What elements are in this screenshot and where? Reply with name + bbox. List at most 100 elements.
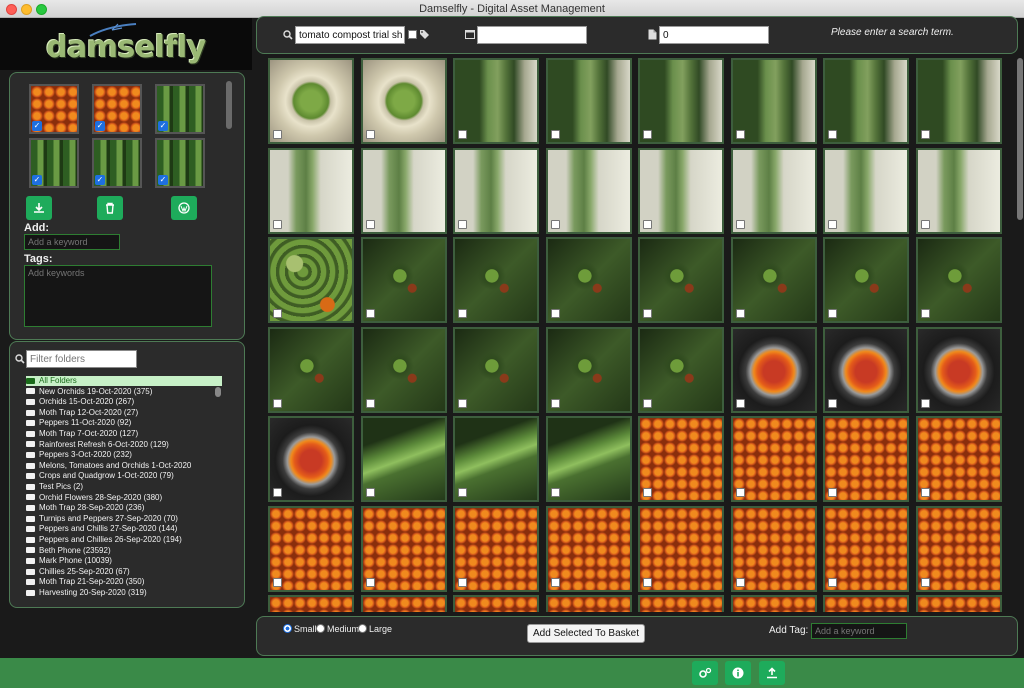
image-thumbnail[interactable]	[638, 416, 724, 502]
basket-clear-button[interactable]	[97, 196, 123, 220]
image-thumbnail[interactable]	[360, 237, 447, 323]
folder-item[interactable]: New Orchids 19-Oct-2020 (375)	[26, 387, 222, 397]
image-select-checkbox[interactable]	[643, 577, 652, 587]
image-select-checkbox[interactable]	[550, 130, 560, 139]
folder-item[interactable]: Moth Trap 12-Oct-2020 (27)	[26, 408, 222, 418]
image-thumbnail[interactable]	[545, 326, 632, 413]
folder-item[interactable]: Orchids 15-Oct-2020 (267)	[26, 397, 222, 407]
image-select-checkbox[interactable]	[735, 488, 745, 497]
image-select-checkbox[interactable]	[828, 488, 837, 497]
image-thumbnail[interactable]	[453, 58, 539, 144]
image-thumbnail[interactable]	[823, 237, 909, 323]
image-thumbnail[interactable]	[638, 58, 724, 144]
basket-thumbnail[interactable]: ✓	[155, 84, 205, 134]
image-select-checkbox[interactable]	[273, 398, 282, 408]
image-select-checkbox[interactable]	[735, 398, 745, 408]
folder-item[interactable]: Test Pics (2)	[26, 482, 222, 492]
image-select-checkbox[interactable]	[643, 488, 652, 497]
image-thumbnail[interactable]	[638, 505, 724, 592]
image-select-checkbox[interactable]	[550, 488, 560, 497]
folder-scrollbar[interactable]	[215, 387, 221, 397]
add-tag-input[interactable]	[811, 623, 907, 639]
image-thumbnail[interactable]	[360, 505, 447, 592]
image-select-checkbox[interactable]	[828, 398, 837, 408]
image-select-checkbox[interactable]	[550, 577, 560, 587]
image-thumbnail[interactable]	[545, 237, 632, 323]
zoom-window-button[interactable]	[36, 4, 47, 15]
image-select-checkbox[interactable]	[920, 219, 930, 229]
image-thumbnail[interactable]	[638, 326, 724, 413]
basket-thumbnail-checkbox[interactable]: ✓	[95, 121, 105, 131]
folder-item[interactable]: Chillies 25-Sep-2020 (67)	[26, 567, 222, 577]
image-select-checkbox[interactable]	[273, 577, 282, 587]
image-thumbnail[interactable]	[915, 416, 1002, 502]
tag-search-checkbox[interactable]	[408, 30, 417, 39]
image-select-checkbox[interactable]	[365, 130, 375, 139]
image-thumbnail[interactable]	[453, 505, 539, 592]
basket-download-button[interactable]	[26, 196, 52, 220]
image-select-checkbox[interactable]	[828, 130, 837, 139]
image-select-checkbox[interactable]	[550, 398, 560, 408]
folder-item[interactable]: Moth Trap 21-Sep-2020 (350)	[26, 577, 222, 587]
date-input[interactable]	[477, 26, 587, 44]
image-thumbnail[interactable]	[823, 58, 909, 144]
basket-scrollbar[interactable]	[226, 81, 232, 129]
image-thumbnail[interactable]	[823, 595, 909, 612]
image-select-checkbox[interactable]	[735, 130, 745, 139]
close-window-button[interactable]	[6, 4, 17, 15]
image-thumbnail[interactable]	[453, 147, 539, 234]
image-thumbnail[interactable]	[730, 147, 817, 234]
folder-item[interactable]: Mark Phone (10039)	[26, 556, 222, 566]
folder-item[interactable]: Beth Phone (23592)	[26, 546, 222, 556]
image-thumbnail[interactable]	[730, 595, 817, 612]
min-size-input[interactable]: 0	[659, 26, 769, 44]
folder-item[interactable]: Peppers 3-Oct-2020 (232)	[26, 450, 222, 460]
image-thumbnail[interactable]	[545, 505, 632, 592]
folder-item[interactable]: Peppers 11-Oct-2020 (92)	[26, 418, 222, 428]
minimize-window-button[interactable]	[21, 4, 32, 15]
search-input[interactable]: tomato compost trial sh	[295, 26, 405, 44]
info-button[interactable]	[725, 661, 751, 685]
image-thumbnail[interactable]	[730, 58, 817, 144]
image-select-checkbox[interactable]	[920, 398, 930, 408]
image-thumbnail[interactable]	[360, 416, 447, 502]
basket-thumbnail-checkbox[interactable]: ✓	[158, 121, 168, 131]
folder-item[interactable]: Peppers and Chillis 27-Sep-2020 (144)	[26, 524, 222, 534]
image-select-checkbox[interactable]	[365, 577, 375, 587]
image-thumbnail[interactable]	[268, 147, 354, 234]
image-select-checkbox[interactable]	[920, 309, 930, 318]
image-thumbnail[interactable]	[268, 595, 354, 612]
image-thumbnail[interactable]	[915, 58, 1002, 144]
image-thumbnail[interactable]	[638, 237, 724, 323]
grid-scrollbar[interactable]	[1017, 58, 1023, 220]
basket-thumbnail-checkbox[interactable]: ✓	[32, 121, 42, 131]
add-keyword-input[interactable]	[24, 234, 120, 250]
basket-thumbnail[interactable]: ✓	[29, 138, 79, 188]
folder-item[interactable]: Peppers and Chillies 26-Sep-2020 (194)	[26, 535, 222, 545]
image-thumbnail[interactable]	[915, 595, 1002, 612]
image-select-checkbox[interactable]	[365, 488, 375, 497]
image-select-checkbox[interactable]	[458, 130, 467, 139]
image-select-checkbox[interactable]	[273, 488, 282, 497]
image-select-checkbox[interactable]	[458, 398, 467, 408]
image-thumbnail[interactable]	[915, 326, 1002, 413]
basket-thumbnail-checkbox[interactable]: ✓	[32, 175, 42, 185]
image-select-checkbox[interactable]	[643, 219, 652, 229]
image-thumbnail[interactable]	[730, 505, 817, 592]
image-thumbnail[interactable]	[730, 237, 817, 323]
add-selected-to-basket-button[interactable]: Add Selected To Basket	[527, 624, 645, 643]
image-thumbnail[interactable]	[360, 326, 447, 413]
image-select-checkbox[interactable]	[735, 219, 745, 229]
basket-thumbnail[interactable]: ✓	[92, 138, 142, 188]
image-thumbnail[interactable]	[915, 147, 1002, 234]
image-select-checkbox[interactable]	[643, 130, 652, 139]
image-select-checkbox[interactable]	[920, 130, 930, 139]
basket-thumbnail[interactable]: ✓	[155, 138, 205, 188]
folder-item[interactable]: Orchid Flowers 28-Sep-2020 (380)	[26, 493, 222, 503]
image-thumbnail[interactable]	[453, 326, 539, 413]
image-thumbnail[interactable]	[823, 326, 909, 413]
image-thumbnail[interactable]	[453, 595, 539, 612]
folder-item[interactable]: Moth Trap 7-Oct-2020 (127)	[26, 429, 222, 439]
folder-item[interactable]: Harvesting 20-Sep-2020 (319)	[26, 588, 222, 598]
image-thumbnail[interactable]	[915, 505, 1002, 592]
